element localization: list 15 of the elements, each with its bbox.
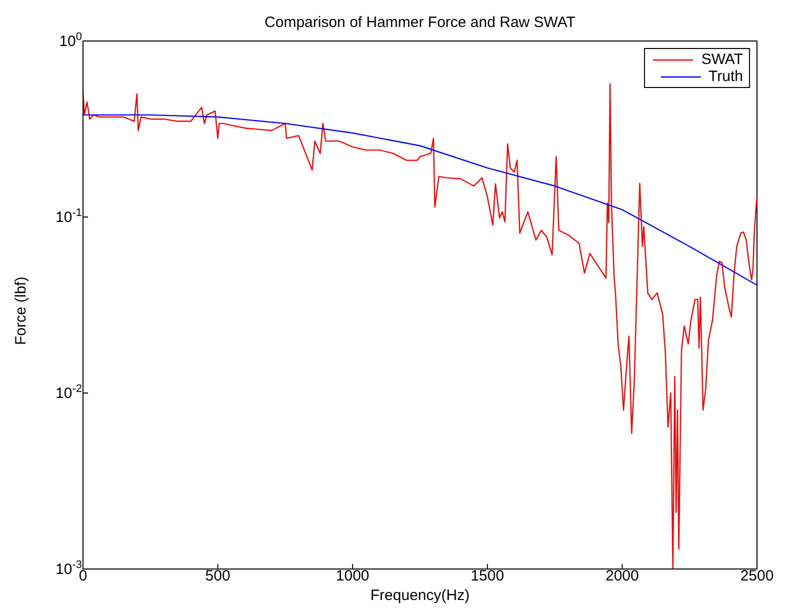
x-tick-label: 500: [205, 568, 230, 585]
x-tick-label: 1000: [336, 568, 370, 585]
x-tick-label: 2000: [606, 568, 639, 585]
x-axis-title: Frequency(Hz): [370, 587, 470, 604]
legend-label: SWAT: [701, 51, 743, 68]
legend-label: Truth: [708, 68, 743, 85]
y-axis-title: Force (lbf): [12, 276, 30, 345]
line-series: [83, 114, 757, 286]
y-tick-label: 10$^{0}$: [59, 31, 82, 50]
chart-title: Comparison of Hammer Force and Raw SWAT: [264, 14, 576, 31]
y-tick-label: 10$^{-2}$: [56, 383, 82, 402]
x-tick-label: 0: [78, 568, 88, 585]
y-tick-label: 10$^{-1}$: [56, 207, 82, 226]
x-tick-label: 2500: [740, 568, 774, 585]
x-tick-label: 1500: [470, 568, 504, 585]
